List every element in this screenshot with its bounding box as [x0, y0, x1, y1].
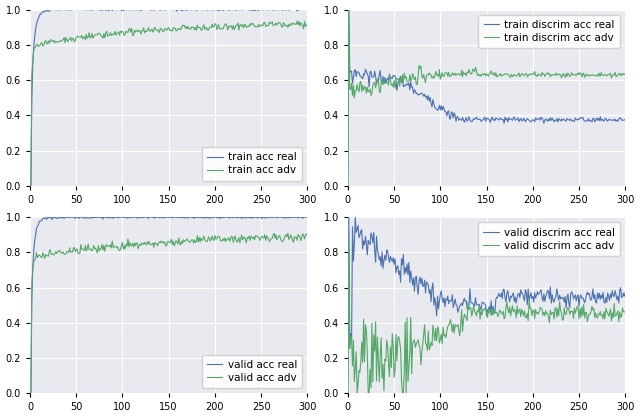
valid discrim acc real — [621, 291, 629, 296]
valid discrim acc adv — [579, 313, 587, 318]
train discrim acc real — [466, 117, 474, 122]
train acc real — [140, 7, 148, 12]
Line: train discrim acc real: train discrim acc real — [348, 10, 625, 186]
valid discrim acc adv — [457, 322, 465, 327]
train acc real — [303, 7, 311, 12]
valid discrim acc real — [345, 215, 353, 220]
valid acc real — [148, 215, 156, 220]
train acc adv — [26, 184, 34, 189]
valid discrim acc adv — [534, 311, 542, 316]
valid acc adv — [303, 232, 311, 237]
valid acc real — [139, 215, 147, 220]
train acc adv — [260, 20, 268, 25]
valid discrim acc adv — [344, 391, 352, 396]
train discrim acc real — [344, 184, 352, 189]
valid acc adv — [26, 391, 34, 396]
valid acc real — [44, 215, 51, 220]
valid discrim acc real — [563, 296, 571, 301]
valid acc adv — [284, 231, 292, 236]
train acc real — [27, 183, 35, 188]
Legend: valid acc real, valid acc adv: valid acc real, valid acc adv — [202, 354, 302, 388]
valid discrim acc adv — [345, 237, 353, 242]
valid discrim acc real — [466, 286, 474, 291]
valid discrim acc adv — [466, 305, 474, 310]
train discrim acc real — [457, 117, 465, 122]
train acc real — [262, 7, 269, 12]
train discrim acc adv — [579, 71, 587, 76]
train discrim acc real — [579, 115, 587, 120]
Line: valid acc adv: valid acc adv — [30, 233, 307, 393]
train acc real — [246, 8, 254, 13]
train discrim acc adv — [345, 7, 353, 12]
train discrim acc adv — [602, 72, 610, 77]
train discrim acc adv — [457, 73, 465, 78]
train acc adv — [283, 23, 291, 28]
Legend: valid discrim acc real, valid discrim acc adv: valid discrim acc real, valid discrim ac… — [478, 222, 620, 256]
train acc adv — [293, 18, 301, 23]
train discrim acc adv — [534, 71, 542, 76]
valid acc real — [284, 215, 292, 220]
valid acc adv — [216, 234, 223, 240]
Line: valid discrim acc real: valid discrim acc real — [348, 217, 625, 393]
valid discrim acc real — [579, 295, 587, 300]
valid discrim acc adv — [602, 306, 610, 311]
valid discrim acc real — [457, 302, 465, 307]
Legend: train acc real, train acc adv: train acc real, train acc adv — [202, 147, 302, 181]
valid acc real — [216, 215, 224, 220]
valid acc adv — [147, 242, 155, 247]
train acc adv — [216, 27, 223, 32]
train discrim acc real — [602, 116, 610, 121]
train acc adv — [244, 23, 252, 28]
train acc adv — [147, 28, 155, 33]
Legend: train discrim acc real, train discrim acc adv: train discrim acc real, train discrim ac… — [479, 15, 620, 48]
Line: valid acc real: valid acc real — [30, 217, 307, 393]
valid discrim acc adv — [621, 309, 629, 314]
train discrim acc real — [534, 117, 542, 122]
train discrim acc real — [621, 117, 629, 122]
valid acc adv — [138, 240, 146, 245]
valid discrim acc real — [534, 292, 542, 297]
Line: train acc real: train acc real — [30, 10, 307, 186]
train discrim acc real — [563, 116, 571, 121]
train acc real — [285, 8, 292, 13]
train acc real — [26, 183, 34, 188]
train acc real — [149, 7, 157, 12]
valid acc real — [26, 391, 34, 396]
valid acc adv — [260, 236, 268, 241]
valid acc real — [303, 215, 311, 220]
valid discrim acc real — [344, 391, 352, 396]
Line: train acc adv: train acc adv — [30, 21, 307, 186]
Line: train discrim acc adv: train discrim acc adv — [348, 10, 625, 186]
valid acc adv — [244, 236, 252, 241]
valid discrim acc real — [602, 295, 610, 300]
train discrim acc real — [345, 7, 353, 12]
train discrim acc adv — [344, 184, 352, 189]
valid acc adv — [270, 231, 278, 236]
Line: valid discrim acc adv: valid discrim acc adv — [348, 240, 625, 393]
train acc real — [47, 7, 55, 12]
valid discrim acc adv — [563, 307, 571, 312]
train acc adv — [138, 28, 146, 33]
valid acc real — [245, 215, 253, 220]
train discrim acc adv — [563, 74, 571, 79]
train acc real — [218, 7, 225, 12]
train acc adv — [303, 21, 311, 26]
train discrim acc adv — [621, 71, 629, 76]
train discrim acc adv — [466, 70, 474, 75]
valid acc real — [261, 215, 269, 220]
